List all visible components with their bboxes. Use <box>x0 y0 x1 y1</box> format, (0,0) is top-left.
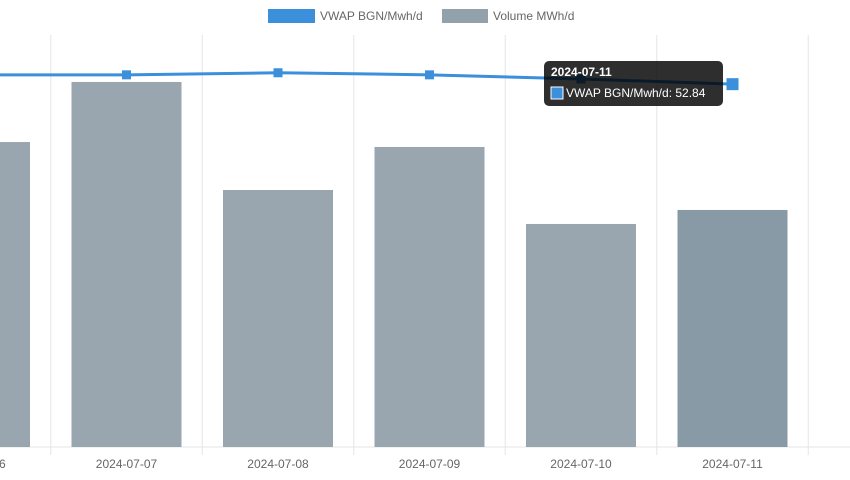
x-tick-label: 2024-07-08 <box>247 457 309 471</box>
bar <box>374 146 485 447</box>
legend-label[interactable]: Volume MWh/d <box>493 9 574 23</box>
tooltip-swatch <box>550 86 564 100</box>
point <box>425 70 434 80</box>
x-tick-label: 2024-07-09 <box>399 457 461 471</box>
point <box>122 70 131 80</box>
bar <box>677 209 788 447</box>
legend-swatch[interactable] <box>268 9 315 23</box>
x-tick-label: 2024-07-10 <box>550 457 612 471</box>
x-tick-label: 2024-07-07 <box>96 457 158 471</box>
tooltip: 2024-07-11 VWAP BGN/Mwh/d: 52.84 <box>544 61 723 106</box>
x-tick-label: 2024-07-11 <box>702 457 763 471</box>
bar <box>223 190 333 448</box>
tooltip-value: 52.84 <box>675 86 705 100</box>
bar <box>71 81 182 447</box>
tooltip-series: VWAP BGN/Mwh/d <box>566 86 669 100</box>
legend-swatch[interactable] <box>442 9 488 23</box>
tooltip-label: VWAP BGN/Mwh/d: 52.84 <box>566 86 706 100</box>
x-axis: 2024-07-06 2024-07-07 2024-07-08 2024-07-09… <box>0 457 763 471</box>
tooltip-box <box>544 61 723 106</box>
bar <box>0 142 30 447</box>
bars <box>0 81 788 448</box>
x-tick-label: 2024-07-06 <box>0 457 6 471</box>
legend: VWAP BGN/Mwh/d Volume MWh/d <box>268 9 574 23</box>
point <box>273 68 283 78</box>
legend-label[interactable]: VWAP BGN/Mwh/d <box>320 9 423 23</box>
tooltip-title: 2024-07-11 <box>551 65 612 79</box>
bar <box>526 223 636 447</box>
point <box>726 78 739 91</box>
